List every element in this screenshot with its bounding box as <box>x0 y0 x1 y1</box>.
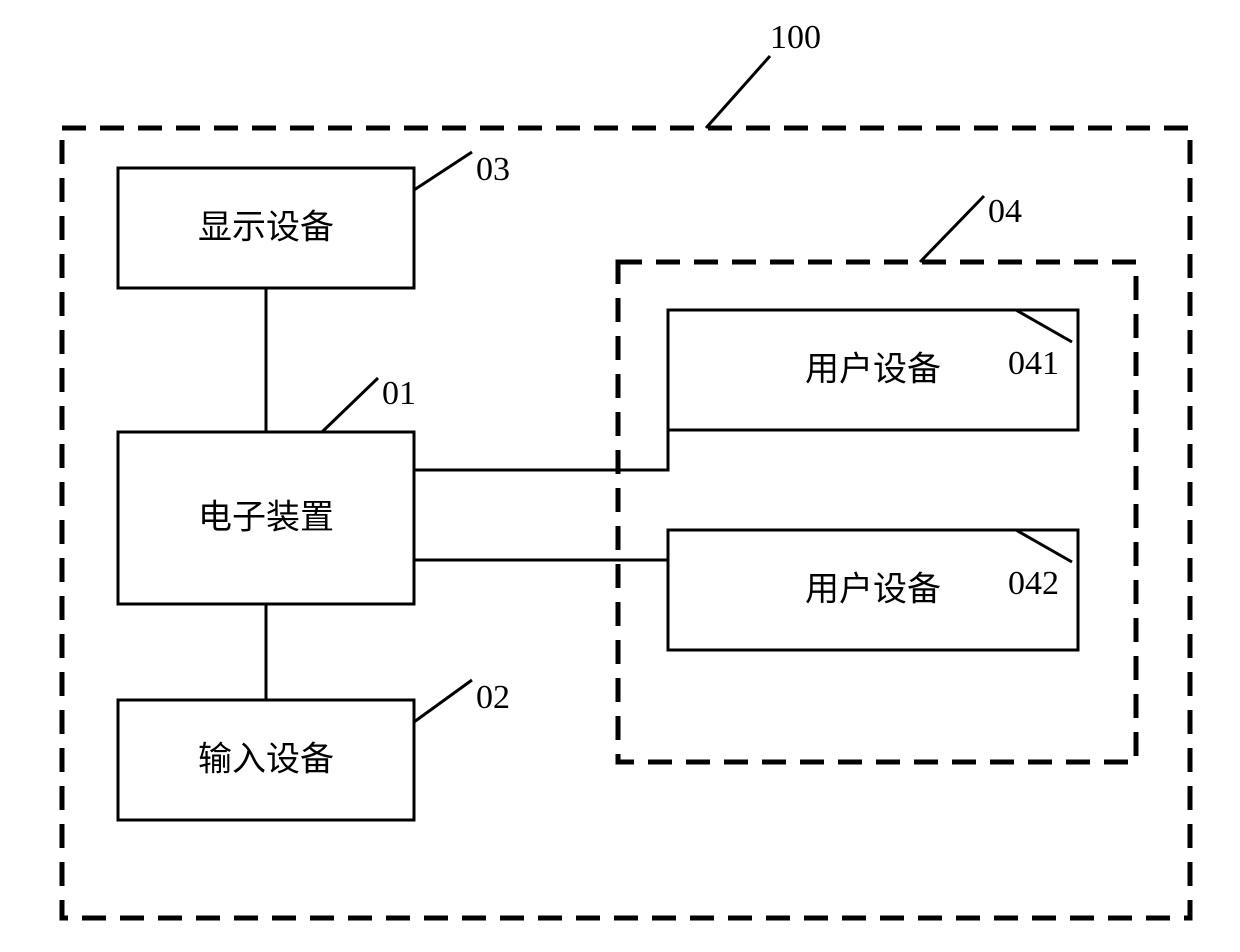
node-display-leader <box>414 152 472 190</box>
system-leader <box>706 56 770 128</box>
node-display-ref: 03 <box>476 151 510 188</box>
node-ue2-label: 用户设备 <box>805 571 941 609</box>
group-04-leader <box>920 196 984 262</box>
system-ref: 100 <box>770 19 821 56</box>
node-electronic-ref: 01 <box>382 375 416 412</box>
connector-2 <box>414 430 668 470</box>
node-input-label: 输入设备 <box>198 741 334 779</box>
node-ue1-label: 用户设备 <box>805 351 941 389</box>
node-input-ref: 02 <box>476 679 510 716</box>
node-ue2-ref: 042 <box>1008 565 1059 602</box>
node-ue1-ref: 041 <box>1008 345 1059 382</box>
connector-3 <box>414 530 668 560</box>
node-display-label: 显示设备 <box>198 209 334 247</box>
node-electronic-leader <box>322 378 378 432</box>
group-04-ref: 04 <box>988 193 1022 230</box>
node-input-leader <box>414 680 472 722</box>
node-electronic-label: 电子装置 <box>198 499 334 537</box>
